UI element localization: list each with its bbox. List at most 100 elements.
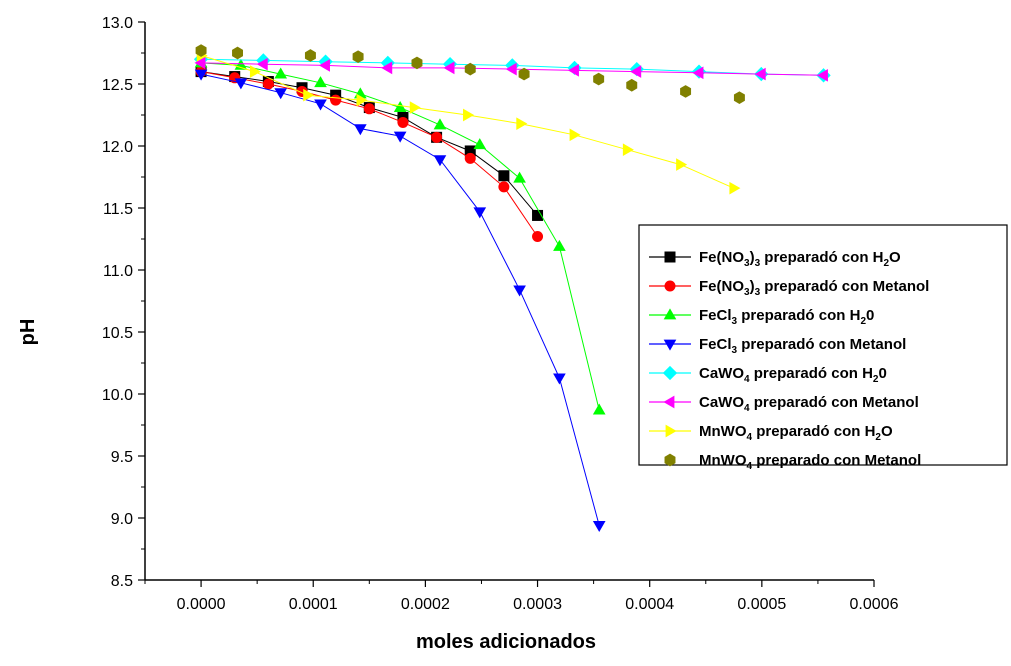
legend-marker — [663, 308, 677, 320]
data-point — [532, 209, 544, 221]
legend-box — [638, 224, 1008, 466]
y-axis-title: pH — [17, 319, 39, 346]
legend-label-part: ) — [750, 278, 755, 295]
data-point — [431, 131, 443, 143]
legend-label-part: 2 — [883, 258, 889, 269]
legend-label-part: 3 — [755, 258, 761, 269]
legend-label: Fe(NO3)3 preparadó con Metanol — [699, 278, 929, 298]
legend-label-part: preparadó con H — [737, 307, 860, 324]
legend-label-part: Fe(NO — [699, 249, 744, 266]
legend-label-part: O — [881, 423, 893, 440]
legend-item: Fe(NO3)3 preparadó con H2O — [649, 249, 901, 269]
data-point — [464, 152, 476, 164]
legend-label-part: 4 — [746, 432, 752, 443]
data-point — [304, 49, 316, 62]
data-point — [409, 101, 421, 114]
data-point — [318, 59, 330, 72]
legend-label-part: 2 — [860, 316, 866, 327]
legend-label-part: preparadó con H — [760, 249, 883, 266]
legend-item: CaWO4 preparadó con H20 — [649, 365, 887, 385]
data-point — [194, 56, 206, 70]
data-point — [354, 124, 367, 136]
legend-item: FeCl3 preparadó con H20 — [649, 307, 874, 327]
legend-label: FeCl3 preparadó con H20 — [699, 307, 874, 327]
legend-label-part: preparado con Metanol — [752, 452, 921, 469]
data-point — [314, 76, 327, 88]
data-point — [464, 62, 476, 76]
data-point — [256, 57, 268, 71]
legend-label: CaWO4 preparadó con Metanol — [699, 394, 919, 414]
data-point — [433, 155, 447, 167]
data-point — [234, 78, 248, 90]
legend-marker — [664, 251, 676, 263]
series-3 — [194, 56, 606, 415]
series-6 — [194, 56, 828, 82]
legend-label-part: 3 — [732, 345, 738, 356]
legend-item: Fe(NO3)3 preparadó con Metanol — [649, 278, 929, 298]
data-point — [593, 72, 605, 86]
x-tick-label: 0.0000 — [177, 596, 226, 613]
legend-marker — [664, 453, 676, 467]
data-point — [356, 93, 368, 107]
legend-label-part: preparadó con H — [750, 365, 873, 382]
data-point — [513, 285, 526, 297]
x-axis-title: moles adicionados — [416, 631, 596, 653]
data-point — [397, 116, 409, 128]
series-4 — [194, 69, 606, 533]
data-point — [232, 46, 244, 60]
data-point — [592, 403, 606, 415]
legend-label: CaWO4 preparadó con H20 — [699, 365, 887, 385]
legend-label-part: 3 — [755, 287, 761, 298]
x-tick-label: 0.0006 — [850, 596, 899, 613]
data-point — [553, 239, 566, 251]
y-tick-label: 8.5 — [111, 573, 133, 590]
data-point — [464, 145, 476, 157]
legend-label: MnWO4 preparadó con H2O — [699, 423, 893, 443]
data-point — [274, 67, 288, 79]
series-8 — [195, 44, 745, 104]
legend-label-part: MnWO — [699, 423, 747, 440]
legend-label-part: FeCl — [699, 307, 732, 324]
legend-marker — [663, 395, 675, 409]
data-point — [473, 138, 487, 150]
data-point — [567, 64, 579, 77]
legend-marker — [665, 424, 677, 438]
series-1 — [195, 66, 544, 221]
data-point — [463, 108, 475, 122]
data-point — [622, 143, 634, 157]
y-tick-label: 13.0 — [102, 15, 133, 32]
data-point — [393, 131, 407, 143]
legend-label-part: 2 — [873, 374, 879, 385]
data-point — [303, 88, 315, 102]
legend-item: CaWO4 preparadó con Metanol — [649, 394, 919, 414]
data-point — [729, 181, 741, 195]
y-tick-label: 9.5 — [111, 449, 133, 466]
data-point — [195, 44, 207, 57]
legend-label-part: 3 — [744, 258, 750, 269]
legend-label-part: CaWO — [699, 394, 744, 411]
legend-label: Fe(NO3)3 preparadó con H2O — [699, 249, 901, 269]
y-tick-label: 12.5 — [102, 77, 133, 94]
x-tick-label: 0.0003 — [513, 596, 562, 613]
legend-label-part: ) — [750, 249, 755, 266]
y-tick-label: 11.5 — [103, 201, 133, 218]
data-point — [249, 65, 261, 78]
data-point — [518, 67, 530, 81]
legend-label-part: FeCl — [699, 336, 732, 353]
data-point — [314, 99, 327, 111]
legend-marker — [663, 339, 677, 351]
legend-item: MnWO4 preparado con Metanol — [664, 452, 921, 472]
data-point — [516, 117, 528, 131]
data-point — [274, 88, 288, 100]
data-point — [411, 56, 423, 70]
x-tick-label: 0.0004 — [625, 596, 674, 613]
data-point — [498, 181, 510, 193]
legend-label-part: 4 — [746, 461, 752, 472]
data-point — [330, 94, 342, 106]
data-point — [626, 78, 638, 92]
legend-label-part: 3 — [744, 287, 750, 298]
legend-label-part: 4 — [744, 403, 750, 414]
legend-label-part: Fe(NO — [699, 278, 744, 295]
data-point — [754, 67, 766, 81]
